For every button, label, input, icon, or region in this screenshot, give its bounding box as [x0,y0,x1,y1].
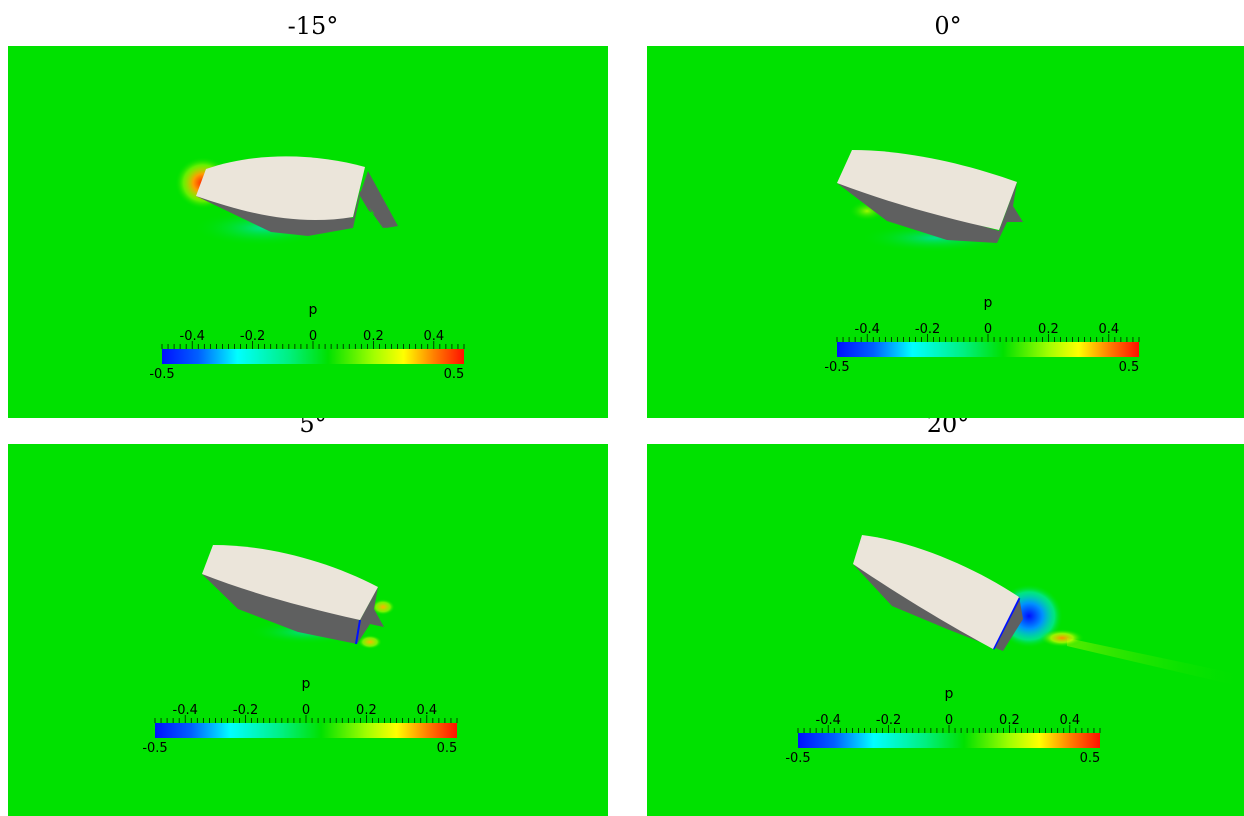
pressure-field-panel-4 [647,444,1244,816]
pressure-field-panel-3 [8,444,608,816]
pressure-field-panel-1 [8,46,608,418]
hull-deck [837,150,1017,230]
hull-side [202,574,384,644]
pressure-field-image-1 [175,156,398,246]
hull-deck [196,156,365,221]
stagnation-zone-upper [371,599,395,615]
pressure-field-image-4 [853,535,1244,688]
panel-title-1: -15° [287,12,339,40]
pressure-field-image-3 [202,545,395,649]
pressure-field-panel-2 [647,46,1244,418]
wake-trail [1067,638,1244,688]
pressure-field-image-2 [837,150,1023,252]
rudder [360,171,398,228]
low-pressure-edge [355,619,361,645]
panel-title-2: 0° [934,12,962,40]
wake-high-pressure [1040,629,1084,647]
hull-deck [202,545,378,620]
low-pressure-edge [991,597,1021,650]
hull-deck [853,535,1019,649]
hull-side [853,564,1023,651]
stagnation-zone-lower [358,635,382,649]
